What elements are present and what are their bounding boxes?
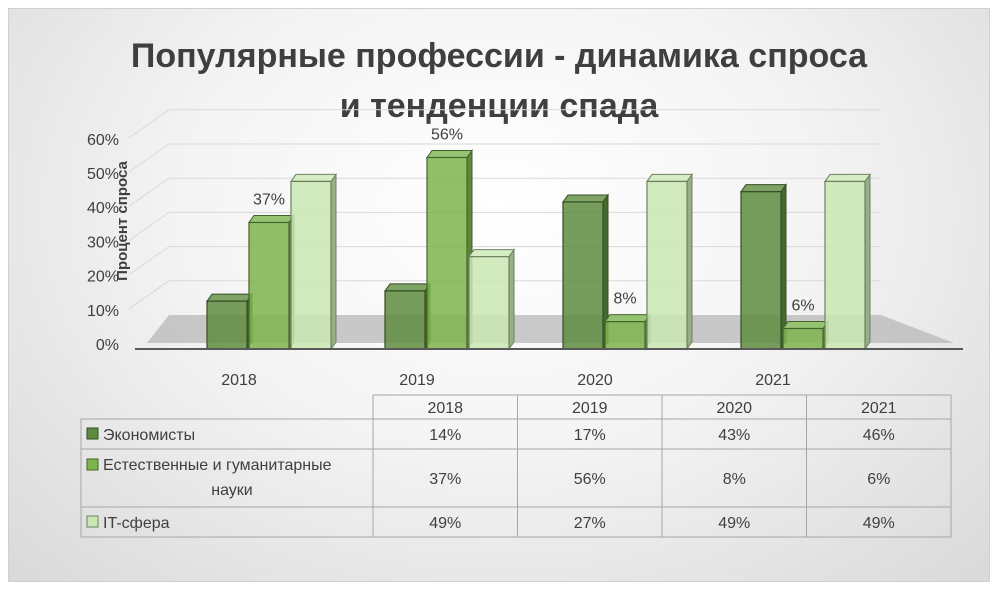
data-label: 37%: [253, 191, 285, 208]
chart-area: Популярные профессии - динамика спроса и…: [8, 8, 990, 582]
y-tick-label: 10%: [87, 303, 119, 320]
x-tick-label: 2020: [577, 372, 613, 389]
table-header-cell: 2019: [572, 400, 608, 417]
table-row-label: Экономисты: [103, 427, 195, 444]
bar-front: [740, 191, 782, 350]
bar-side: [330, 172, 337, 351]
table-cell: 43%: [718, 427, 750, 444]
table-header-cell: 2021: [861, 400, 897, 417]
bar-front: [562, 201, 604, 350]
bar-top: [468, 249, 515, 258]
y-tick-label: 40%: [87, 200, 119, 217]
bar-front: [206, 300, 248, 350]
table-row-label: науки: [211, 482, 253, 499]
table-header-cell: 2020: [716, 400, 752, 417]
bar-2021-2: [824, 172, 871, 351]
gridline-diag: [128, 109, 170, 139]
bar-top: [426, 149, 473, 158]
x-tick-label: 2019: [399, 372, 435, 389]
bar-front: [782, 327, 824, 350]
bar-front: [384, 290, 426, 350]
chart-canvas: Популярные профессии - динамика спроса и…: [80, 37, 963, 538]
bar-side: [780, 183, 787, 351]
table-cell: 49%: [718, 515, 750, 532]
y-tick-label: 50%: [87, 166, 119, 183]
data-label: 6%: [791, 297, 814, 314]
bar-top: [782, 320, 829, 329]
table-cell: 56%: [574, 471, 606, 488]
bar-front: [290, 180, 332, 350]
table-header-cell: 2018: [427, 400, 463, 417]
bar-top: [646, 173, 693, 182]
data-table: 2018 2019 2020 2021 Экономисты 14% 17% 43% 46% Ес…: [80, 394, 952, 538]
chart-title-line-2: и тенденции спада: [340, 87, 660, 125]
table-cell: 6%: [867, 471, 890, 488]
table-row-label: IT-сфера: [103, 515, 170, 532]
bar-2018-1: [248, 213, 295, 351]
table-cell: 27%: [574, 515, 606, 532]
legend-key: [86, 427, 99, 440]
table-cell: 14%: [429, 427, 461, 444]
gridline-diag: [128, 280, 170, 310]
plot-area: 0% 10% 20% 30% 40% 50% 60% Процент спроса 37% 56%…: [87, 109, 963, 389]
bar-top: [824, 173, 871, 182]
bar-front: [604, 321, 646, 350]
bar-2018-2: [290, 172, 337, 351]
gridline-diag: [128, 143, 170, 173]
bar-2019-0: [384, 282, 431, 351]
gridline-diag: [128, 177, 170, 207]
gridline-diag: [128, 211, 170, 241]
bar-top: [248, 214, 295, 223]
table-cell: 46%: [863, 427, 895, 444]
bar-top: [604, 314, 651, 323]
bar-2021-1: [782, 319, 829, 351]
x-tick-label: 2021: [755, 372, 791, 389]
table-row-label: Естественные и гуманитарные: [103, 457, 332, 474]
bar-top: [740, 184, 787, 193]
bar-front: [824, 180, 866, 350]
bar-side: [864, 172, 871, 351]
bar-2020-2: [646, 172, 693, 351]
bar-2019-2: [468, 248, 515, 351]
table-cell: 49%: [429, 515, 461, 532]
data-label: 56%: [431, 126, 463, 143]
table-cell: 8%: [723, 471, 746, 488]
bar-side: [686, 172, 693, 351]
y-axis-title: Процент спроса: [114, 161, 131, 281]
bar-top: [206, 293, 253, 302]
y-tick-label: 20%: [87, 269, 119, 286]
bar-side: [508, 248, 515, 351]
bar-top: [562, 194, 609, 203]
bar-2020-0: [562, 193, 609, 351]
y-tick-label: 60%: [87, 132, 119, 149]
bar-front: [468, 256, 510, 350]
table-cell: 37%: [429, 471, 461, 488]
bar-2018-0: [206, 292, 253, 351]
bar-front: [646, 180, 688, 350]
table-cell: 49%: [863, 515, 895, 532]
legend-key: [86, 458, 99, 471]
table-cell: 17%: [574, 427, 606, 444]
bar-top: [384, 283, 431, 292]
legend-key: [86, 515, 99, 528]
chart-title-line-1: Популярные профессии - динамика спроса: [131, 37, 868, 75]
data-label: 8%: [613, 291, 636, 308]
x-tick-label: 2018: [221, 372, 257, 389]
bar-front: [248, 221, 290, 350]
bar-top: [290, 173, 337, 182]
y-tick-label: 0%: [96, 337, 119, 354]
bar-2020-1: [604, 313, 651, 351]
bar-2021-0: [740, 183, 787, 351]
bar-2019-1: [426, 148, 473, 351]
y-tick-label: 30%: [87, 234, 119, 251]
gridline-diag: [128, 246, 170, 276]
bar-front: [426, 156, 468, 350]
